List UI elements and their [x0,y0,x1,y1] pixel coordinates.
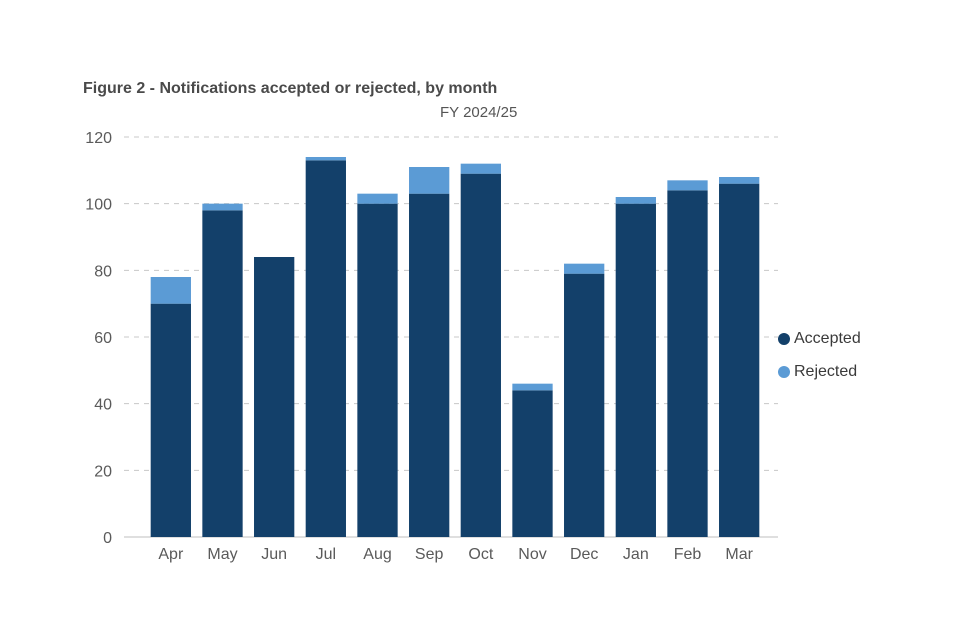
bar-accepted-oct [460,173,501,537]
legend: Accepted Rejected [778,322,861,388]
x-tick-label: Dec [570,546,598,563]
x-tick-label: Sep [415,546,444,563]
bars [150,157,760,538]
bar-accepted-nov [512,390,553,537]
accepted-swatch [778,332,790,345]
bar-rejected-jan [615,197,656,204]
legend-item-rejected: Rejected [778,355,861,388]
x-tick-label: Nov [518,546,546,563]
y-tick-label: 100 [85,197,112,214]
bar-accepted-jan [615,203,656,537]
y-tick-label: 80 [94,263,112,280]
x-tick-label: Mar [725,546,753,563]
rejected-swatch [778,365,790,378]
y-tick-label: 40 [94,397,112,414]
x-tick-label: Jan [623,546,649,563]
legend-label-rejected: Rejected [794,362,858,380]
bar-accepted-apr [150,303,191,537]
x-tick-label: Feb [674,546,702,563]
bar-accepted-jul [305,160,346,538]
chart-subtitle: FY 2024/25 [440,104,518,121]
y-tick-label: 60 [94,330,112,347]
x-tick-label: Jul [316,546,336,563]
x-tick-label: Aug [363,546,391,563]
bar-accepted-mar [719,183,760,537]
x-tick-label: Jun [261,546,287,563]
bar-rejected-mar [719,177,760,184]
bar-rejected-feb [667,180,708,191]
bar-rejected-dec [564,263,605,274]
bar-rejected-aug [357,193,398,204]
y-axis: 0 20 40 60 80 100 120 [85,130,112,547]
bar-accepted-sep [409,193,450,537]
bar-accepted-dec [564,273,605,537]
bar-rejected-sep [409,167,450,194]
bar-rejected-nov [512,383,553,391]
bar-rejected-apr [150,277,191,304]
bar-rejected-jul [305,157,346,161]
x-tick-label: May [207,546,237,563]
bar-accepted-may [202,210,243,538]
y-tick-label: 0 [103,530,112,547]
y-tick-label: 120 [85,130,112,147]
x-axis: Apr May Jun Jul Aug Sep Oct Nov Dec Jan Feb Mar [158,546,753,563]
x-tick-label: Oct [468,546,493,563]
y-tick-label: 20 [94,463,112,480]
bar-rejected-oct [460,163,501,174]
legend-item-accepted: Accepted [778,322,861,355]
bar-accepted-feb [667,190,708,538]
bar-accepted-jun [254,257,295,537]
legend-label-accepted: Accepted [794,329,861,347]
bar-accepted-aug [357,203,398,537]
chart-title: Figure 2 - Notifications accepted or rej… [83,80,498,97]
bar-rejected-may [202,203,243,211]
x-tick-label: Apr [158,546,184,563]
